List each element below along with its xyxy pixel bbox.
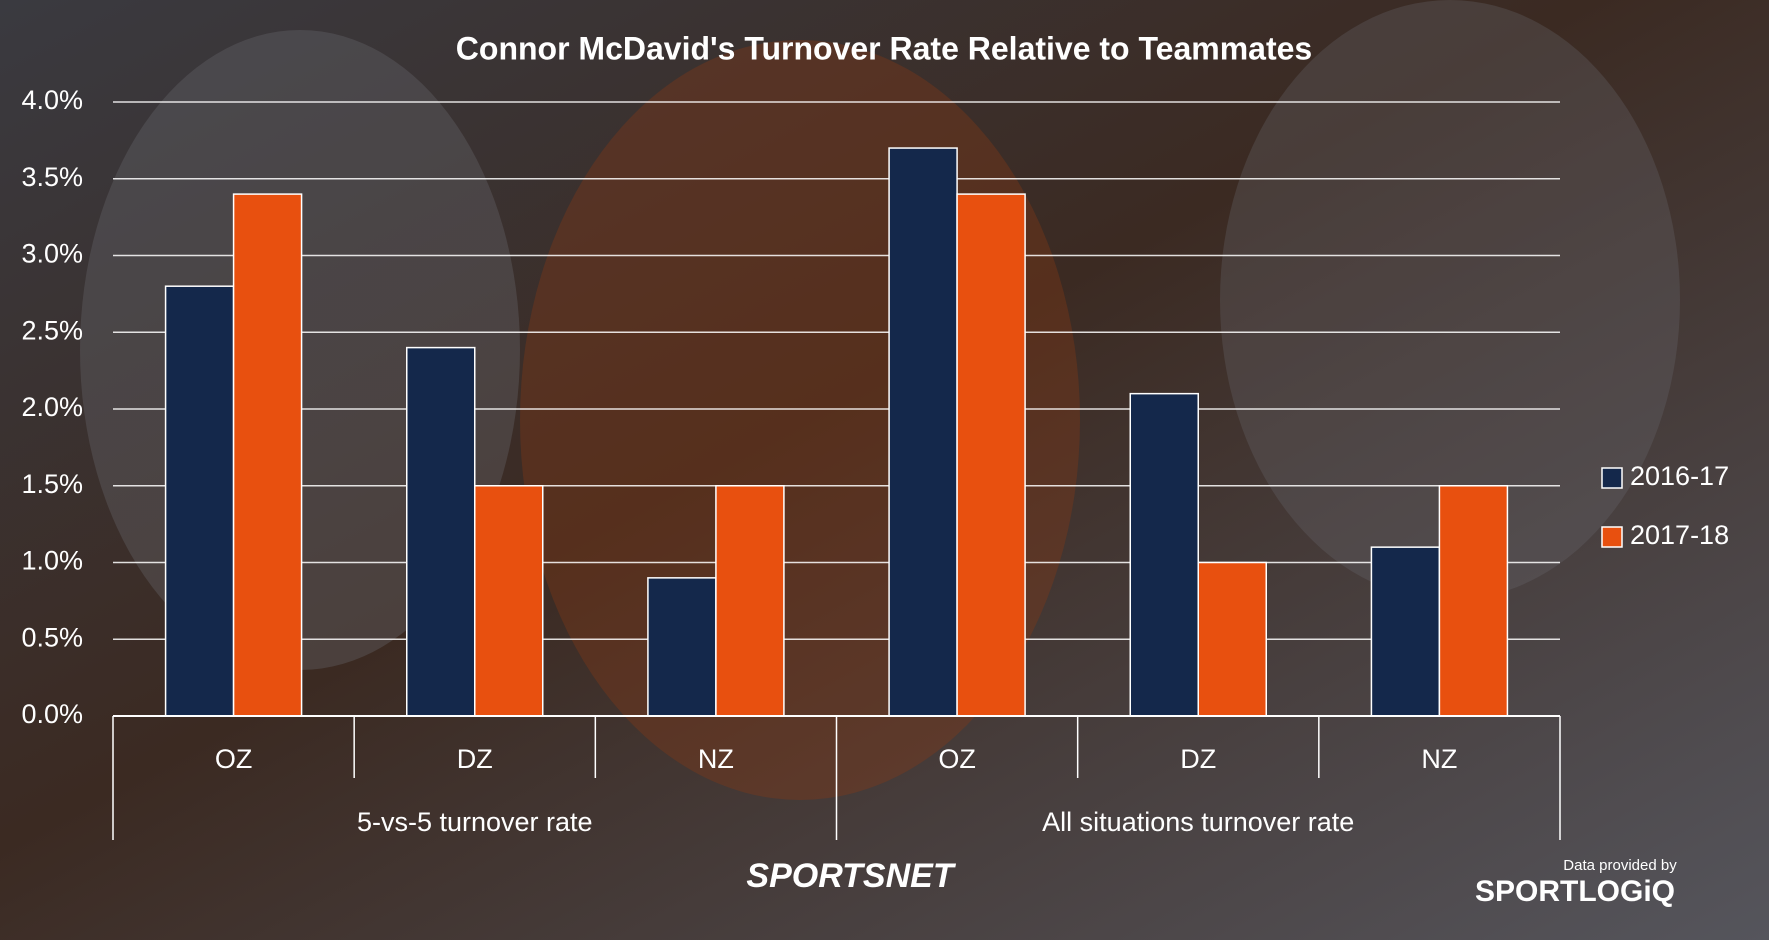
group-label: All situations turnover rate [1042, 807, 1354, 837]
brand-logo: SPORTSNET [746, 857, 956, 895]
x-tick-label: OZ [215, 744, 253, 774]
bar [888, 147, 958, 717]
x-tick-label: NZ [698, 744, 734, 774]
bar [1370, 546, 1441, 717]
chart-title: Connor McDavid's Turnover Rate Relative … [456, 30, 1312, 66]
bar [1438, 485, 1509, 717]
y-tick-label: 3.5% [21, 162, 83, 192]
bar [474, 485, 544, 717]
bar [406, 346, 476, 717]
x-tick-label: DZ [457, 744, 493, 774]
bar [164, 285, 235, 717]
y-tick-label: 2.5% [21, 315, 83, 345]
group-label: 5-vs-5 turnover rate [357, 807, 593, 837]
provider-logo: SPORTLOGiQ [1475, 875, 1675, 908]
legend-label: 2016-17 [1630, 461, 1729, 491]
y-tick-label: 2.0% [21, 392, 83, 422]
bg-shape [1220, 0, 1680, 600]
x-tick-label: DZ [1180, 744, 1216, 774]
y-tick-label: 3.0% [21, 239, 83, 269]
legend-swatch [1601, 526, 1623, 548]
y-tick-label: 0.0% [21, 699, 83, 729]
bar [1129, 392, 1199, 717]
y-tick-label: 1.0% [21, 546, 83, 576]
y-tick-label: 4.0% [21, 85, 83, 115]
y-tick-label: 0.5% [21, 622, 83, 652]
x-tick-label: NZ [1421, 744, 1457, 774]
bar [1197, 561, 1267, 717]
bar [715, 485, 785, 717]
bar [232, 193, 303, 717]
credit: Data provided by [1563, 857, 1677, 874]
legend-label: 2017-18 [1630, 520, 1729, 550]
y-tick-label: 1.5% [21, 469, 83, 499]
bar [647, 577, 717, 717]
bar [956, 193, 1026, 717]
x-tick-label: OZ [938, 744, 976, 774]
legend-swatch [1601, 467, 1623, 489]
